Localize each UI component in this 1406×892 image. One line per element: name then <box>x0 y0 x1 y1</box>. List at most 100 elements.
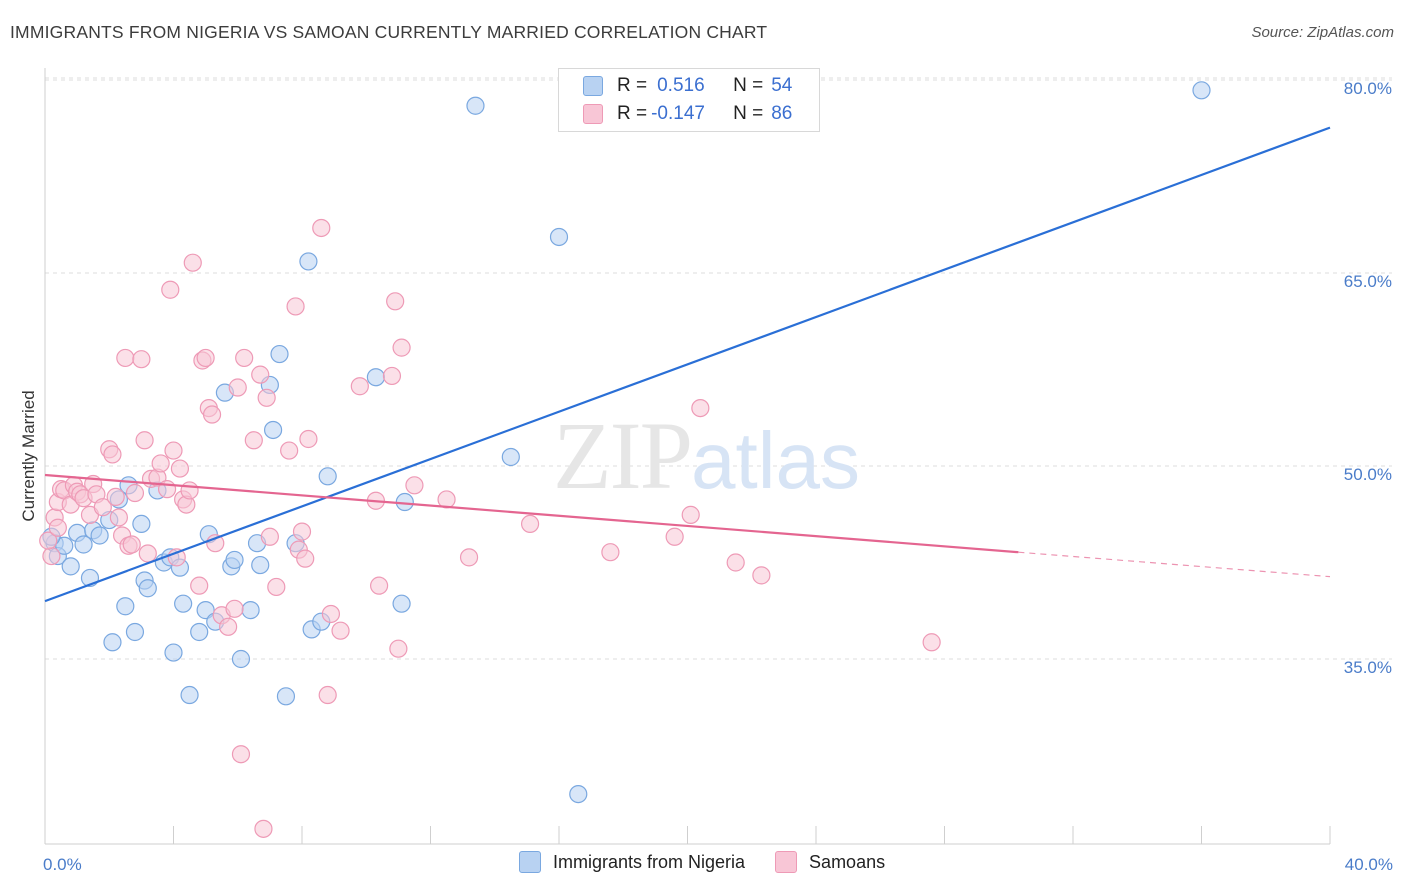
nigeria-point <box>263 420 283 440</box>
samoan-point <box>138 544 157 563</box>
x-tick-label: 40.0% <box>1345 855 1393 874</box>
correlation-legend: R = 0.516 N = 54 R = -0.147 N = 86 <box>558 68 820 132</box>
samoan-point <box>459 548 479 567</box>
samoan-point <box>601 543 620 562</box>
samoan-point <box>350 377 369 396</box>
x-tick-label: 0.0% <box>43 855 82 874</box>
nigeria-point <box>90 526 109 545</box>
nigeria-point <box>225 550 244 570</box>
nigeria-point <box>61 557 80 576</box>
samoan-point <box>665 527 684 546</box>
samoan-point <box>386 292 405 311</box>
nigeria-point <box>125 622 145 642</box>
samoan-point <box>257 388 276 407</box>
y-tick-label: 80.0% <box>1344 79 1392 98</box>
series-samoan-points <box>39 218 941 838</box>
trend-line-samoan-extension <box>1018 551 1331 578</box>
trend-lines <box>44 126 1331 603</box>
nigeria-point <box>241 601 260 620</box>
samoan-point <box>280 441 299 460</box>
samoan-point <box>286 297 305 316</box>
samoan-point <box>235 348 254 368</box>
nigeria-point <box>164 643 183 662</box>
samoan-point <box>93 498 112 517</box>
legend-r-value: -0.147 <box>651 103 705 124</box>
y-axis-title: Currently Married <box>19 390 38 521</box>
samoan-point <box>292 522 312 541</box>
nigeria-point <box>132 514 151 534</box>
nigeria-point <box>74 535 93 554</box>
y-tick-label: 65.0% <box>1344 272 1392 291</box>
trend-line-samoan <box>44 473 1019 554</box>
samoan-point <box>752 566 771 585</box>
legend-row-nigeria: R = 0.516 N = 54 <box>583 73 792 99</box>
samoan-point <box>228 378 247 397</box>
source-credit: Source: ZipAtlas.com <box>1251 24 1394 41</box>
samoan-point <box>318 685 337 705</box>
y-tick-label: 35.0% <box>1344 658 1392 677</box>
legend-r-value: 0.516 <box>657 75 705 96</box>
samoan-point <box>183 253 202 272</box>
legend-row-samoan: R = -0.147 N = 86 <box>583 101 792 127</box>
series-legend-label-samoan: Samoans <box>809 851 886 872</box>
nigeria-point <box>299 252 318 271</box>
samoan-point <box>244 431 263 450</box>
samoan-point <box>267 577 286 597</box>
samoan-point <box>202 405 222 424</box>
samoan-point <box>726 553 745 572</box>
samoan-point <box>132 350 151 369</box>
nigeria-point <box>366 368 385 387</box>
samoan-point <box>180 481 199 500</box>
samoan-point <box>392 338 411 357</box>
samoan-point <box>219 617 238 636</box>
nigeria-point <box>231 649 251 669</box>
tick-labels: 35.0% 50.0% 65.0% 80.0% 0.0% 40.0% <box>43 79 1393 874</box>
samoan-point <box>260 527 279 546</box>
samoan-point <box>103 445 122 464</box>
samoan-point <box>39 531 58 550</box>
samoan-point <box>161 280 180 299</box>
chart-title: IMMIGRANTS FROM NIGERIA VS SAMOAN CURREN… <box>10 22 768 42</box>
legend-r-label: R = <box>617 103 648 124</box>
samoan-point <box>520 514 540 534</box>
nigeria-point <box>549 227 569 247</box>
gridlines <box>45 77 1392 660</box>
samoan-point <box>405 476 424 495</box>
samoan-point <box>42 546 61 566</box>
samoan-point <box>151 454 170 473</box>
samoan-point <box>321 604 341 624</box>
samoan-point <box>170 459 190 478</box>
samoan-point <box>135 431 154 450</box>
series-legend-swatch-samoan <box>775 851 798 873</box>
samoan-point <box>106 487 125 506</box>
nigeria-point <box>1192 81 1211 100</box>
samoan-point <box>312 218 331 238</box>
axes <box>44 68 1331 845</box>
samoan-point <box>370 576 389 595</box>
watermark-zip: ZIP <box>553 402 693 509</box>
series-legend-label-nigeria: Immigrants from Nigeria <box>553 851 746 872</box>
samoan-point <box>251 365 270 384</box>
nigeria-point <box>318 467 337 486</box>
nigeria-point <box>392 594 411 613</box>
nigeria-point <box>466 96 485 115</box>
legend-swatch-nigeria <box>583 76 603 96</box>
nigeria-point <box>180 685 199 705</box>
nigeria-point <box>251 555 270 575</box>
samoan-point <box>122 535 141 554</box>
samoan-point <box>190 576 209 595</box>
samoan-point <box>254 819 273 838</box>
y-tick-label: 50.0% <box>1344 465 1392 484</box>
nigeria-point <box>55 536 74 555</box>
nigeria-point <box>270 344 289 364</box>
nigeria-point <box>103 633 122 652</box>
samoan-point <box>389 639 408 658</box>
watermark: ZIPatlas <box>553 400 860 511</box>
series-legend: Immigrants from Nigeria Samoans <box>519 851 885 873</box>
legend-n-value: 86 <box>771 103 793 124</box>
samoan-point <box>231 745 251 764</box>
nigeria-point <box>190 622 209 642</box>
samoan-point <box>225 599 244 618</box>
nigeria-point <box>138 579 157 598</box>
